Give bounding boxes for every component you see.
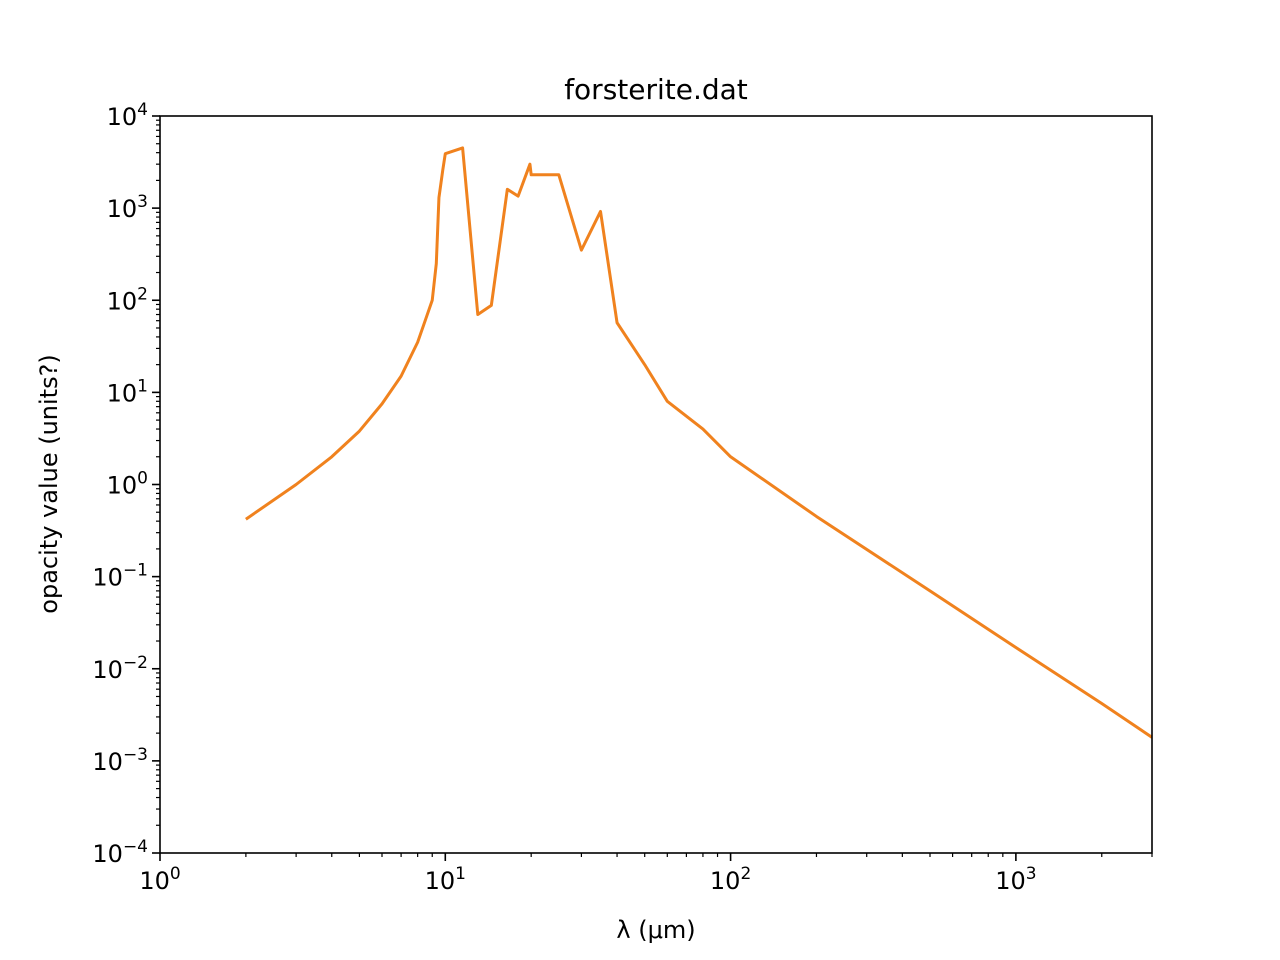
y-axis-label: opacity value (units?) (35, 354, 63, 613)
x-tick-label: 101 (425, 864, 466, 895)
x-axis-ticks: 100 101 102 103 (139, 853, 1153, 895)
y-tick-label: 10−2 (92, 653, 148, 684)
y-tick-label: 10−3 (92, 745, 148, 776)
y-tick-label: 101 (107, 376, 148, 407)
x-tick-label: 102 (710, 864, 751, 895)
x-tick-label: 103 (995, 864, 1036, 895)
y-axis-ticks: 10−4 10−3 10−2 10−1 100 101 102 103 104 (92, 100, 160, 868)
y-tick-label: 102 (107, 284, 148, 315)
chart-title: forsterite.dat (564, 73, 748, 106)
x-axis-label: λ (μm) (616, 916, 695, 944)
y-tick-label: 103 (107, 192, 148, 223)
y-tick-label: 10−4 (92, 837, 148, 868)
series-layer (245, 146, 1152, 739)
y-tick-label: 104 (107, 100, 148, 131)
x-tick-label: 100 (139, 864, 180, 895)
y-tick-label: 100 (107, 469, 148, 500)
y-tick-label: 10−1 (92, 561, 148, 592)
series-line-0 (245, 146, 1152, 739)
